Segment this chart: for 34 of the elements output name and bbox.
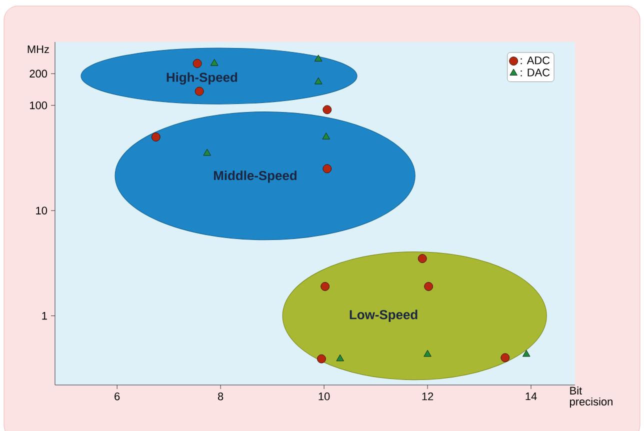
point — [500, 353, 510, 362]
point — [322, 164, 332, 174]
x-tick-label: 12 — [422, 392, 434, 400]
x-tick-label: 6 — [114, 392, 120, 400]
legend-label: : ADC — [520, 56, 550, 64]
annotation: Low-Speed — [350, 310, 418, 322]
point — [314, 54, 322, 62]
point — [424, 282, 434, 291]
point — [418, 254, 427, 264]
x-tick-label: 10 — [318, 392, 330, 400]
x-tick-label: 14 — [526, 392, 537, 400]
point — [322, 105, 332, 114]
x-tick-label: 8 — [218, 392, 224, 400]
annotation: Middle-Speed — [214, 170, 296, 183]
point — [151, 132, 160, 142]
point — [424, 350, 432, 357]
legend-label: : DAC — [520, 68, 550, 76]
y-tick-label: 1 — [42, 312, 47, 320]
point — [314, 77, 322, 84]
point — [317, 354, 326, 364]
point — [203, 148, 212, 156]
point — [194, 86, 204, 96]
annotation: High-Speed — [166, 72, 238, 85]
y-tick-label: 200 — [30, 70, 48, 78]
y-tick-label: 10 — [36, 206, 48, 214]
point — [192, 59, 202, 68]
y-axis-title: MHz — [28, 46, 49, 54]
point — [320, 282, 330, 291]
point — [522, 350, 530, 357]
point — [336, 354, 344, 362]
point — [322, 132, 330, 140]
x-axis-title: Bit precision — [570, 386, 612, 408]
y-tick-label: 100 — [30, 101, 48, 110]
point — [210, 59, 218, 66]
